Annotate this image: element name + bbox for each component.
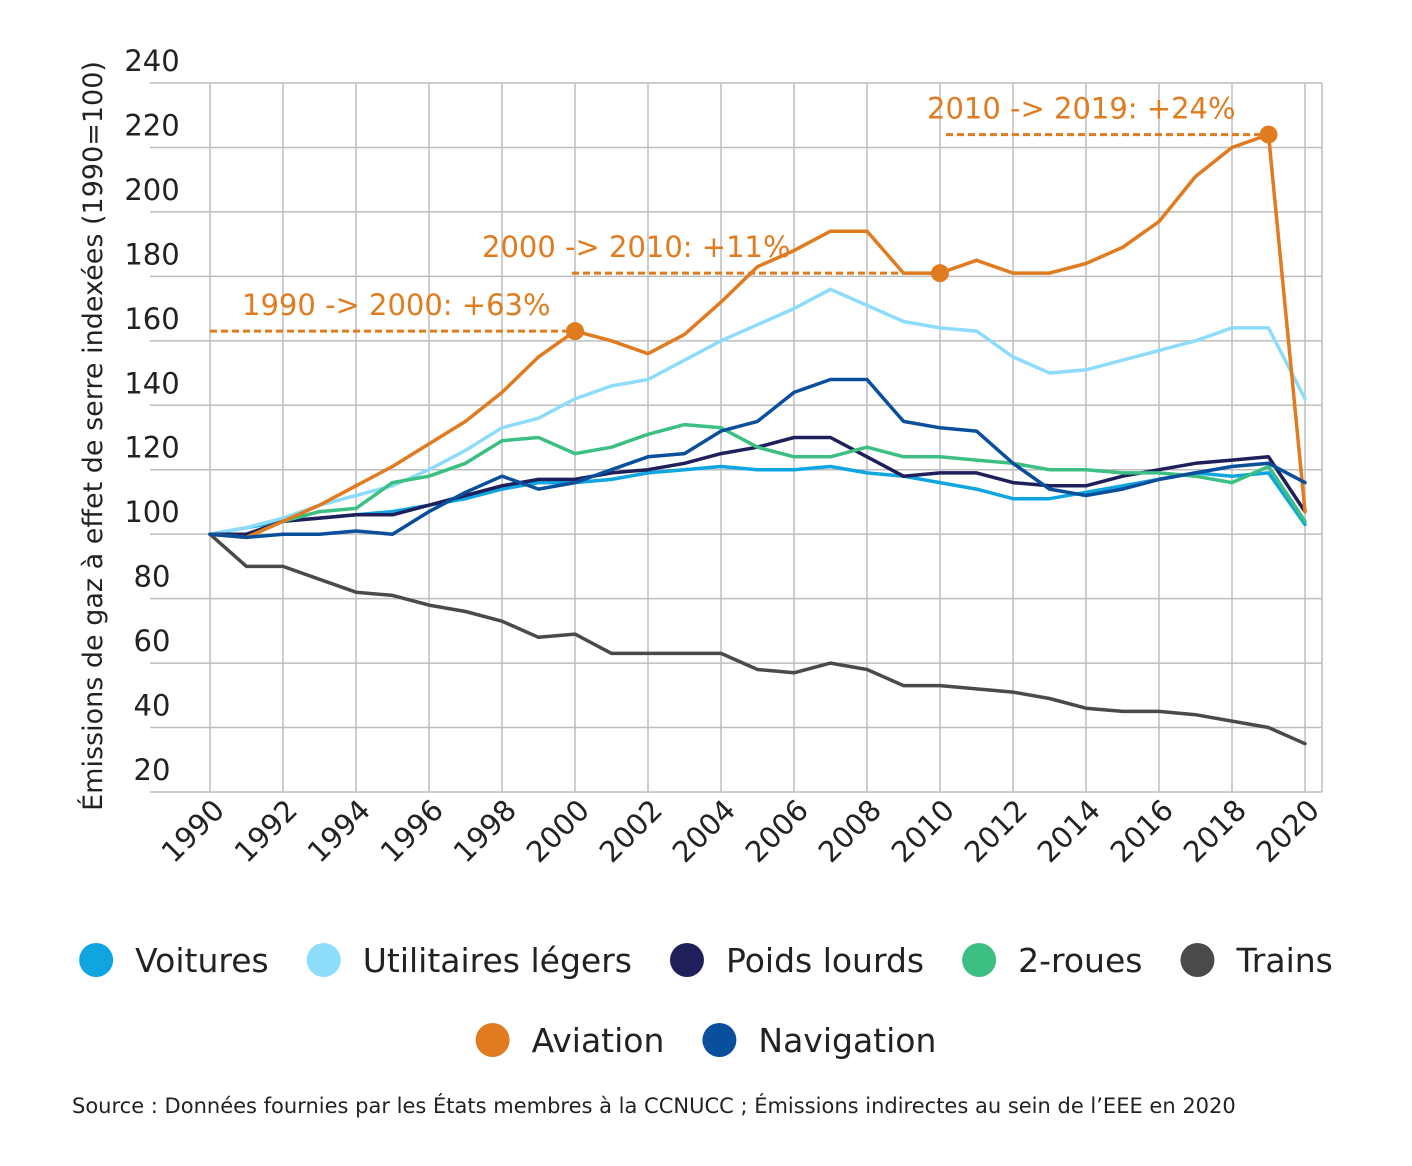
x-tick-label: 2008: [812, 793, 888, 869]
annotation-label: 1990 -> 2000: +63%: [242, 288, 551, 322]
x-tick-label: 2012: [958, 793, 1034, 869]
y-tick-label: 240: [124, 44, 179, 78]
legend-item: Aviation: [475, 1021, 665, 1060]
y-tick-label: 100: [124, 495, 179, 529]
series-line: [208, 532, 1307, 746]
legend-marker: [306, 943, 341, 977]
legend-label: Voitures: [135, 941, 269, 980]
x-tick-label: 2010: [885, 793, 961, 869]
legend-item: 2-roues: [962, 941, 1142, 980]
y-tick-label: 20: [134, 753, 171, 787]
annotation-labels: 1990 -> 2000: +63% 2000 -> 2010: +11% 2010…: [242, 92, 1278, 341]
legend-label: Trains: [1235, 941, 1332, 980]
legend-label: Utilitaires légers: [363, 941, 632, 980]
y-axis-ticks: 20 40 60 80 100 120 140 160 180 200 220 240: [124, 44, 179, 787]
x-tick-label: 2018: [1177, 793, 1253, 869]
y-tick-label: 80: [134, 560, 171, 594]
legend-marker: [475, 1023, 510, 1057]
y-tick-label: 200: [124, 173, 179, 207]
y-tick-label: 220: [124, 108, 179, 142]
x-tick-label: 1996: [374, 793, 450, 869]
series-lines: [208, 132, 1307, 746]
series-line: [208, 377, 1307, 540]
x-tick-label: 2006: [739, 793, 815, 869]
y-tick-label: 40: [134, 689, 171, 723]
legend-marker: [962, 943, 997, 977]
x-tick-label: 1992: [228, 793, 304, 869]
legend-marker: [702, 1023, 737, 1057]
x-tick-label: 2014: [1031, 793, 1107, 869]
annotation-point: [931, 264, 949, 283]
annotation-label: 2010 -> 2019: +24%: [927, 92, 1236, 126]
legend: Voitures Utilitaires légers Poids lourds 2-…: [79, 941, 1333, 1060]
annotation-lines: [210, 133, 1269, 333]
legend-marker: [669, 943, 704, 977]
x-tick-label: 1994: [301, 793, 377, 869]
grid: [150, 82, 1323, 793]
y-axis-label: Émissions de gaz à effet de serre indexé…: [77, 61, 109, 811]
y-tick-label: 60: [134, 624, 171, 658]
series-line: [208, 132, 1307, 540]
x-tick-label: 2004: [666, 793, 742, 869]
x-tick-label: 1990: [155, 793, 231, 869]
annotation-point: [1259, 125, 1278, 144]
series-line: [208, 287, 1307, 536]
series-line: [208, 464, 1307, 536]
x-tick-label: 2002: [593, 793, 669, 869]
legend-item: Navigation: [702, 1021, 936, 1060]
legend-item: Utilitaires légers: [306, 941, 632, 980]
annotation-point: [566, 322, 584, 341]
legend-item: Trains: [1180, 941, 1333, 980]
legend-label: Navigation: [758, 1021, 936, 1060]
legend-item: Poids lourds: [669, 941, 924, 980]
x-axis-ticks: 1990199219941996199820002002200420062008…: [155, 793, 1326, 869]
x-tick-label: 1998: [447, 793, 523, 869]
y-tick-label: 120: [124, 431, 179, 465]
legend-label: Poids lourds: [726, 941, 924, 980]
legend-marker: [79, 943, 114, 977]
legend-label: Aviation: [532, 1021, 665, 1060]
y-tick-label: 140: [124, 366, 179, 400]
y-tick-label: 160: [124, 302, 179, 336]
legend-item: Voitures: [79, 941, 269, 980]
legend-label: 2-roues: [1018, 941, 1142, 980]
source-note: Source : Données fournies par les États …: [72, 1094, 1236, 1118]
x-tick-label: 2016: [1104, 793, 1180, 869]
annotation-label: 2000 -> 2010: +11%: [482, 230, 791, 264]
x-tick-label: 2000: [520, 793, 596, 869]
series-line: [208, 422, 1307, 540]
legend-marker: [1180, 943, 1215, 977]
y-tick-label: 180: [124, 237, 179, 271]
x-tick-label: 2020: [1250, 793, 1326, 869]
